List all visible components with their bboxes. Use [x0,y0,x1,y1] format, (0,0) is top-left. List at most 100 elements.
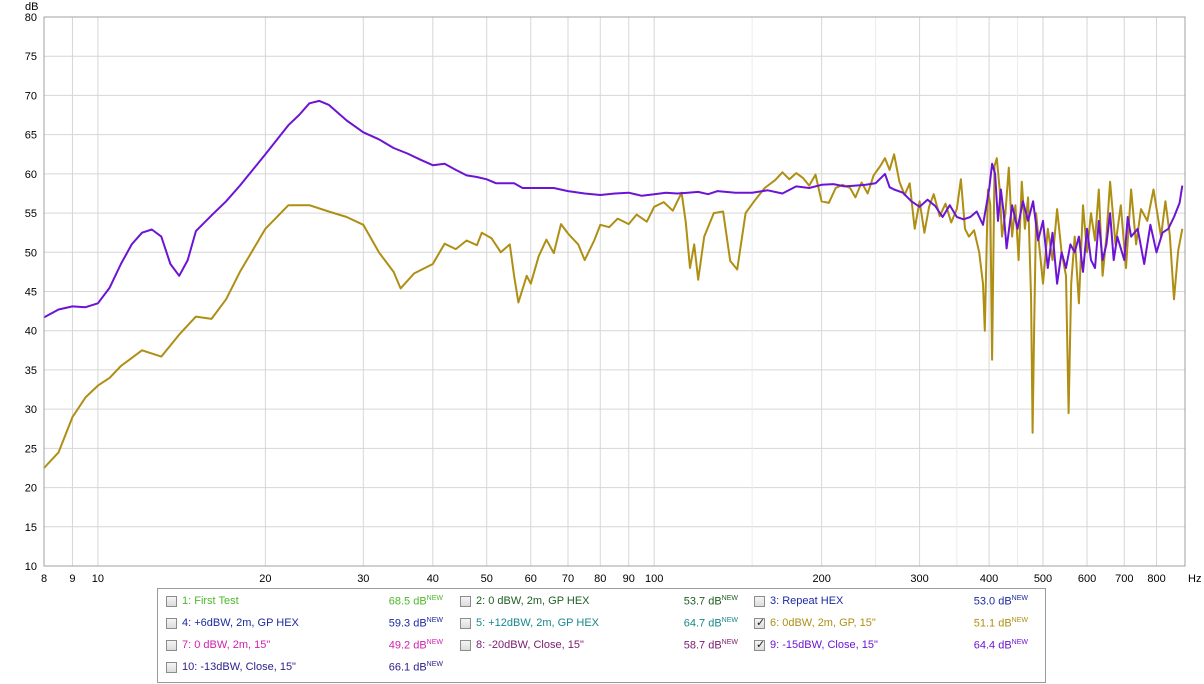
legend-checkbox[interactable]: ✓ [754,639,766,651]
legend-value-text: 68.5 dB [388,595,427,608]
legend-new-tag: NEW [426,595,443,602]
legend-label: 10: -13dBW, Close, 15" [182,661,296,673]
legend-item[interactable]: ✓ 6: 0dBW, 2m, GP, 15" 51.1 dBNEW [754,616,1204,632]
x-tick-label: 400 [980,573,998,585]
legend-label: 3: Repeat HEX [770,595,844,607]
series-line-2[interactable] [43,99,1184,319]
checkmark-icon: ✓ [756,617,766,629]
legend-new-tag: NEW [721,639,738,646]
legend-checkbox[interactable] [754,596,765,607]
legend-value-text: 64.4 dB [973,639,1012,652]
axis-ticks: 10 15 20 25 30 35 40 45 50 55 60 65 70 75 80 8 9 10 20 30 40… [25,12,1166,585]
legend-value: 64.4 dBNEW [938,639,1028,652]
y-tick-label: 20 [25,483,37,495]
legend-value: 59.3 dBNEW [353,617,443,630]
legend-item[interactable]: 5: +12dBW, 2m, GP HEX 64.7 dBNEW [460,616,745,632]
y-tick-label: 55 [25,208,37,220]
legend-label: 7: 0 dBW, 2m, 15" [182,639,271,651]
x-tick-label: 30 [357,573,369,585]
legend-value: 53.0 dBNEW [938,595,1028,608]
legend-value: 66.1 dBNEW [353,661,443,674]
x-tick-label: 500 [1034,573,1052,585]
legend-value-text: 66.1 dB [388,661,427,674]
x-tick-label: 800 [1147,573,1165,585]
legend-checkbox[interactable] [460,640,471,651]
legend-label: 1: First Test [182,595,239,607]
legend-item[interactable]: 4: +6dBW, 2m, GP HEX 59.3 dBNEW [166,616,451,632]
x-tick-label: 600 [1078,573,1096,585]
series-lines [43,99,1184,469]
legend-checkbox[interactable]: ✓ [754,617,766,629]
legend-new-tag: NEW [1011,617,1028,624]
frequency-response-chart[interactable]: 10 15 20 25 30 35 40 45 50 55 60 65 70 75 80 8 9 10 20 30 40… [0,0,1204,588]
legend-checkbox[interactable] [166,596,177,607]
x-tick-label: 200 [812,573,830,585]
y-tick-label: 15 [25,522,37,534]
x-tick-label: 100 [645,573,663,585]
legend-new-tag: NEW [721,595,738,602]
series-line-1[interactable] [43,153,1184,469]
x-tick-label: 60 [525,573,537,585]
legend-item[interactable]: 2: 0 dBW, 2m, GP HEX 53.7 dBNEW [460,594,745,610]
legend-new-tag: NEW [1011,639,1028,646]
x-tick-label: 10 [92,573,104,585]
legend-label: 2: 0 dBW, 2m, GP HEX [476,595,590,607]
legend-label: 9: -15dBW, Close, 15" [770,639,878,651]
legend-label: 8: -20dBW, Close, 15" [476,639,584,651]
legend-value: 51.1 dBNEW [938,617,1028,630]
legend-value: 53.7 dBNEW [648,595,738,608]
legend-item[interactable]: 7: 0 dBW, 2m, 15" 49.2 dBNEW [166,638,451,654]
legend-new-tag: NEW [426,639,443,646]
y-tick-label: 75 [25,51,37,63]
legend-item[interactable]: 10: -13dBW, Close, 15" 66.1 dBNEW [166,660,451,676]
y-tick-label: 40 [25,326,37,338]
legend-value: 68.5 dBNEW [353,595,443,608]
legend-checkbox[interactable] [166,618,177,629]
legend-new-tag: NEW [426,661,443,668]
x-tick-label: 9 [69,573,75,585]
legend-checkbox[interactable] [460,596,471,607]
legend-checkbox[interactable] [166,662,177,673]
legend-label: 5: +12dBW, 2m, GP HEX [476,617,599,629]
legend-value-text: 53.7 dB [683,595,722,608]
legend-label: 6: 0dBW, 2m, GP, 15" [770,617,876,629]
legend-value-text: 58.7 dB [683,639,722,652]
legend-value-text: 59.3 dB [388,617,427,630]
legend-checkbox[interactable] [166,640,177,651]
x-tick-label: 700 [1115,573,1133,585]
legend-new-tag: NEW [721,617,738,624]
legend-checkbox[interactable] [460,618,471,629]
y-tick-label: 50 [25,247,37,259]
legend-new-tag: NEW [1011,595,1028,602]
y-tick-label: 25 [25,443,37,455]
y-axis-unit: dB [25,1,38,13]
x-tick-label: 40 [427,573,439,585]
y-tick-label: 65 [25,130,37,142]
y-tick-label: 60 [25,169,37,181]
y-tick-label: 80 [25,12,37,24]
plot-frame [43,16,1186,567]
legend-value-text: 49.2 dB [388,639,427,652]
x-tick-label: 8 [41,573,47,585]
y-tick-label: 70 [25,90,37,102]
x-tick-label: 20 [259,573,271,585]
x-axis-unit: Hz [1188,573,1201,585]
legend-value-text: 51.1 dB [973,617,1012,630]
legend-value-text: 64.7 dB [683,617,722,630]
legend-item[interactable]: 1: First Test 68.5 dBNEW [166,594,451,610]
x-tick-label: 50 [481,573,493,585]
checkmark-icon: ✓ [756,639,766,651]
legend-value-text: 53.0 dB [973,595,1012,608]
legend-item[interactable]: ✓ 9: -15dBW, Close, 15" 64.4 dBNEW [754,638,1204,654]
y-tick-label: 10 [25,561,37,573]
legend-label: 4: +6dBW, 2m, GP HEX [182,617,299,629]
legend-value: 49.2 dBNEW [353,639,443,652]
legend-item[interactable]: 8: -20dBW, Close, 15" 58.7 dBNEW [460,638,745,654]
legend-panel: 1: First Test 68.5 dBNEW 2: 0 dBW, 2m, GP … [157,588,1046,683]
x-tick-label: 90 [623,573,635,585]
legend-item[interactable]: 3: Repeat HEX 53.0 dBNEW [754,594,1039,610]
x-tick-label: 70 [562,573,574,585]
y-tick-label: 45 [25,287,37,299]
x-tick-label: 300 [910,573,928,585]
legend-value: 58.7 dBNEW [648,639,738,652]
